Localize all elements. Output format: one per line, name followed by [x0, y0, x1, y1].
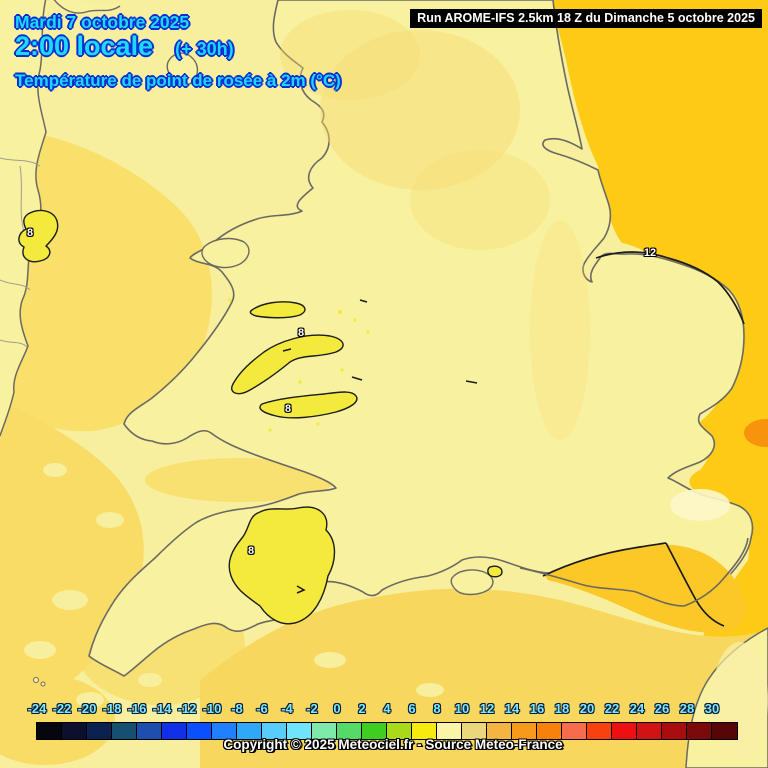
color-scale-labels: -24 -22 -20 -18 -16 -14 -12 -10 -8 -6 -4 -2 0 2 4 6 8 10 1…: [0, 701, 768, 717]
cool-patches: [18, 209, 503, 625]
scale-tick-label: 26: [654, 701, 670, 716]
scale-swatch: [437, 723, 462, 739]
scale-tick-label: 24: [629, 701, 645, 716]
scale-swatch: [712, 723, 737, 739]
contour-label: 8: [297, 327, 305, 339]
scale-swatch: [337, 723, 362, 739]
scale-tick-label: 28: [679, 701, 695, 716]
scale-tick-label: -18: [102, 701, 122, 716]
contour-label: 12: [643, 247, 657, 259]
scale-swatch: [662, 723, 687, 739]
contour-fragments: [282, 299, 478, 594]
ireland-land: [0, 0, 46, 436]
patch-ireland: [18, 209, 59, 263]
scale-swatch: [387, 723, 412, 739]
scale-tick-label: 16: [529, 701, 545, 716]
run-banner: Run AROME-IFS 2.5km 18 Z du Dimanche 5 o…: [410, 9, 762, 28]
scale-swatch: [112, 723, 137, 739]
scale-tick-label: -14: [152, 701, 172, 716]
contour-label: 8: [247, 545, 255, 557]
scale-swatch: [487, 723, 512, 739]
north-sea-region: [540, 0, 768, 768]
date-text: Mardi 7 octobre 2025: [15, 12, 190, 32]
variable-label: Température de point de rosée à 2m (°C): [15, 71, 341, 90]
scale-tick-label: -20: [77, 701, 97, 716]
scale-tick-label: 4: [383, 701, 391, 716]
scale-swatch: [62, 723, 87, 739]
scale-swatch: [137, 723, 162, 739]
ireland-borders: [0, 157, 41, 348]
scale-tick-label: 0: [333, 701, 341, 716]
color-scale-bar: [36, 722, 738, 740]
scale-swatch: [587, 723, 612, 739]
scale-swatch: [87, 723, 112, 739]
scale-swatch: [262, 723, 287, 739]
isle-of-man: [166, 52, 199, 86]
sea-speckles: [24, 463, 444, 708]
scale-swatch: [637, 723, 662, 739]
contour-12: [595, 251, 745, 325]
scale-swatch: [512, 723, 537, 739]
contour-label: 8: [26, 227, 34, 239]
irish-sea-region: [0, 130, 212, 432]
scale-swatch: [287, 723, 312, 739]
scale-swatch: [687, 723, 712, 739]
copyright-text: Copyright © 2025 Meteociel.fr - Source M…: [223, 737, 563, 752]
hot-spot: [744, 419, 768, 447]
patch-dots: [228, 298, 370, 432]
scale-tick-label: 6: [408, 701, 416, 716]
scale-tick-label: 18: [554, 701, 570, 716]
scale-tick-label: 14: [504, 701, 520, 716]
scale-tick-label: -8: [231, 701, 243, 716]
scale-tick-label: -2: [306, 701, 318, 716]
scale-tick-label: 22: [604, 701, 620, 716]
scale-tick-label: -6: [256, 701, 268, 716]
contour-label: 8: [284, 403, 292, 415]
patch-devon: [228, 506, 336, 625]
scale-swatch: [237, 723, 262, 739]
scale-swatch: [312, 723, 337, 739]
scale-tick-label: 10: [454, 701, 470, 716]
scale-swatch: [162, 723, 187, 739]
scotland-land: [53, 0, 121, 14]
scale-tick-label: -10: [202, 701, 222, 716]
scale-tick-label: -4: [281, 701, 293, 716]
forecast-offset-text: (+ 30h): [175, 39, 234, 59]
scale-swatch: [612, 723, 637, 739]
scale-tick-label: 8: [433, 701, 441, 716]
scale-swatch: [187, 723, 212, 739]
patch-mid-wales: [259, 391, 358, 419]
kent-gold-region: [545, 544, 745, 633]
scilly-isles: [33, 677, 39, 683]
scale-tick-label: -24: [27, 701, 47, 716]
scale-tick-label: 30: [704, 701, 720, 716]
time-row: 2:00 locale (+ 30h): [15, 31, 234, 62]
scale-swatch: [212, 723, 237, 739]
local-time-text: 2:00 locale: [15, 31, 154, 61]
patch-isle-of-wight: [487, 565, 503, 578]
scale-tick-label: 12: [479, 701, 495, 716]
scale-tick-label: -12: [177, 701, 197, 716]
scale-tick-label: -16: [127, 701, 147, 716]
isle-of-wight: [450, 569, 494, 596]
land-tints: [280, 10, 590, 440]
scale-swatch: [412, 723, 437, 739]
scale-swatch: [37, 723, 62, 739]
kent-cream-spot: [670, 489, 730, 521]
scale-swatch: [362, 723, 387, 739]
patch-snowdonia-upper: [249, 301, 306, 319]
scale-tick-label: -22: [52, 701, 72, 716]
scale-tick-label: 20: [579, 701, 595, 716]
scale-swatch: [537, 723, 562, 739]
anglesey: [201, 237, 250, 269]
scale-swatch: [462, 723, 487, 739]
scale-tick-label: 2: [358, 701, 366, 716]
scale-swatch: [562, 723, 587, 739]
patch-snowdonia-main: [231, 334, 344, 395]
